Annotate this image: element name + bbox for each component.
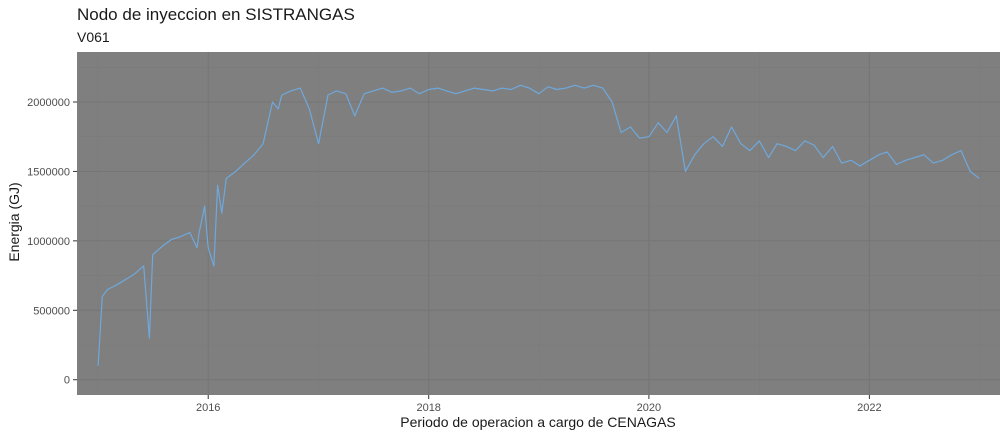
major-gridlines (77, 52, 1000, 395)
y-tick-label: 1500000 (27, 166, 70, 178)
x-tick-label: 2022 (857, 402, 881, 414)
x-tick-label: 2016 (196, 402, 220, 414)
plot-panel (77, 52, 1000, 395)
y-tick-label: 2000000 (27, 97, 70, 109)
y-tick-label: 0 (64, 375, 70, 387)
x-tick-label: 2018 (416, 402, 440, 414)
y-tick-label: 1000000 (27, 236, 70, 248)
y-tick-label: 500000 (33, 305, 70, 317)
chart-subtitle: V061 (77, 29, 110, 45)
series-layer (97, 84, 980, 366)
minor-gridlines (77, 52, 1000, 395)
series-line (97, 84, 980, 366)
axis-tick-labels: 0 500000 1000000 1500000 2000000 2016 2018 2020… (27, 97, 881, 414)
chart-title: Nodo de inyeccion en SISTRANGAS (77, 5, 355, 24)
x-axis-label: Periodo de operacion a cargo de CENAGAS (400, 414, 676, 430)
axis-ticks (73, 101, 870, 399)
x-tick-label: 2020 (637, 402, 661, 414)
